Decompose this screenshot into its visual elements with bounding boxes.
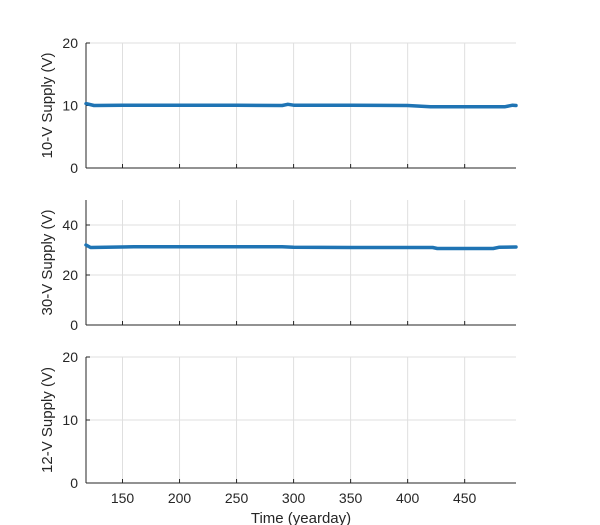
y-tick-label: 20 bbox=[62, 267, 78, 283]
x-axis-label: Time (yearday) bbox=[251, 510, 351, 525]
y-tick-label: 10 bbox=[62, 412, 78, 428]
y-tick-label: 40 bbox=[62, 217, 78, 233]
subplot-2: 0 20 40 30-V Supply (V) bbox=[39, 200, 518, 333]
y-axis-label: 30-V Supply (V) bbox=[39, 210, 56, 316]
x-tick-label: 350 bbox=[339, 490, 363, 506]
x-tick-label: 450 bbox=[453, 490, 477, 506]
y-axis-label: 10-V Supply (V) bbox=[39, 53, 56, 159]
y-tick-label: 0 bbox=[70, 317, 78, 333]
series-line bbox=[84, 101, 518, 109]
series-line bbox=[84, 243, 518, 251]
y-tick-label: 20 bbox=[62, 349, 78, 365]
subplot-1: 0 10 20 10-V Supply (V) bbox=[39, 35, 518, 176]
x-tick-label: 300 bbox=[282, 490, 306, 506]
x-tick-label: 200 bbox=[168, 490, 192, 506]
y-tick-label: 20 bbox=[62, 35, 78, 51]
y-tick-label: 10 bbox=[62, 98, 78, 114]
x-tick-label: 250 bbox=[225, 490, 249, 506]
y-tick-label: 0 bbox=[70, 160, 78, 176]
x-tick-label: 400 bbox=[396, 490, 420, 506]
y-tick-label: 0 bbox=[70, 475, 78, 491]
subplot-3: 0 10 20 150 200 250 300 350 400 450 12-V Supply (V… bbox=[39, 349, 516, 525]
x-tick-label: 150 bbox=[111, 490, 135, 506]
y-axis-label: 12-V Supply (V) bbox=[39, 367, 56, 473]
